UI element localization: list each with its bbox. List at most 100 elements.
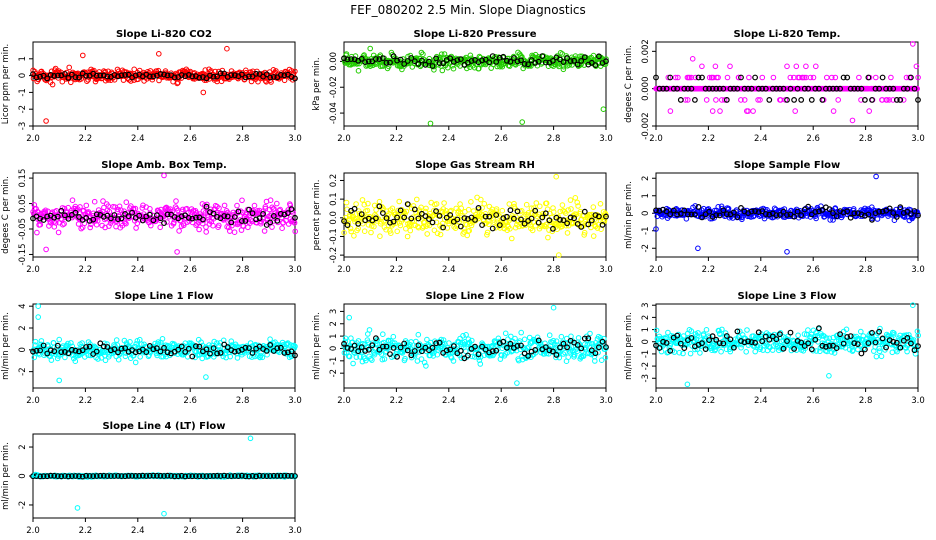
- data-point: [434, 230, 441, 237]
- data-point: [424, 231, 431, 237]
- data-point-black: [677, 96, 684, 103]
- data-point: [715, 74, 721, 81]
- y-tick-label: -1: [329, 357, 339, 365]
- data-point-black: [514, 58, 521, 65]
- data-point-black: [270, 212, 277, 219]
- data-point: [355, 68, 362, 74]
- data-point-black: [429, 63, 436, 69]
- data-point: [292, 68, 298, 75]
- y-axis-label: percent per min.: [312, 180, 322, 251]
- plot-frame: [655, 41, 919, 127]
- y-tick-label: 1: [329, 333, 339, 338]
- x-tick-label: 2.2: [390, 134, 404, 144]
- data-point: [699, 63, 705, 70]
- data-point: [484, 60, 490, 66]
- data-point: [279, 225, 285, 231]
- data-point-black: [111, 212, 118, 218]
- data-point: [88, 221, 94, 228]
- data-point-black: [702, 85, 709, 92]
- y-tick-label: 0.00: [329, 52, 339, 71]
- data-point: [602, 61, 609, 67]
- data-point-black: [348, 56, 355, 62]
- data-point-black: [221, 213, 228, 219]
- data-point-black: [44, 75, 51, 82]
- data-point: [372, 212, 378, 218]
- x-tick-label: 2.0: [649, 265, 663, 275]
- data-point-black: [745, 85, 751, 92]
- data-point: [373, 207, 379, 213]
- data-point-black: [62, 71, 68, 77]
- data-point: [204, 201, 210, 208]
- data-point-black: [115, 73, 121, 80]
- data-point-black: [178, 72, 185, 78]
- data-point: [738, 97, 744, 103]
- data-point: [239, 197, 245, 204]
- data-point-black: [157, 215, 164, 222]
- data-point-black: [528, 57, 535, 64]
- data-point: [478, 196, 484, 203]
- data-point: [234, 355, 241, 361]
- panel-title: Slope Amb. Box Temp.: [101, 160, 227, 171]
- data-point: [82, 70, 89, 76]
- data-point-black: [150, 73, 157, 80]
- data-point-black: [741, 85, 748, 92]
- data-point: [224, 209, 231, 216]
- data-point-black: [844, 74, 851, 81]
- data-point: [712, 63, 719, 70]
- data-point: [194, 221, 200, 227]
- x-tick-label: 2.8: [859, 134, 873, 144]
- y-axis-label: Licor ppm per min.: [1, 44, 11, 125]
- data-point: [499, 63, 506, 70]
- data-point: [66, 64, 72, 71]
- data-point-black: [816, 85, 822, 92]
- outlier-point: [695, 245, 701, 252]
- data-point-black: [256, 215, 263, 222]
- data-point-black: [136, 212, 143, 219]
- data-point: [248, 217, 254, 223]
- data-point-black: [185, 214, 192, 221]
- data-point: [395, 207, 402, 214]
- data-point-black: [596, 53, 602, 60]
- data-point: [460, 333, 466, 339]
- data-point: [653, 327, 660, 334]
- data-point-black: [214, 213, 221, 220]
- data-point-black: [578, 58, 585, 64]
- data-point: [173, 198, 179, 204]
- data-point: [873, 74, 879, 81]
- data-point-black: [58, 207, 65, 214]
- data-point-black: [408, 55, 415, 61]
- x-tick-label: 2.0: [337, 396, 351, 406]
- data-point-black: [100, 72, 107, 79]
- data-point: [189, 219, 196, 226]
- data-point: [37, 221, 44, 228]
- data-point-black: [238, 218, 245, 224]
- data-point: [350, 360, 356, 367]
- data-point: [476, 65, 482, 72]
- x-tick-label: 2.2: [390, 265, 404, 275]
- y-tick-label: 3: [329, 309, 339, 314]
- x-tick-label: 2.4: [754, 134, 768, 144]
- data-point-black: [489, 53, 496, 59]
- data-point: [567, 197, 574, 203]
- data-point-black: [54, 213, 61, 220]
- data-point: [697, 350, 703, 356]
- x-tick-label: 2.6: [806, 134, 820, 144]
- x-tick-label: 2.2: [702, 134, 716, 144]
- data-point: [267, 197, 274, 203]
- data-point-black: [500, 53, 507, 60]
- data-point: [463, 332, 469, 338]
- data-point: [184, 354, 191, 360]
- x-tick-label: 3.0: [288, 134, 302, 144]
- data-point-black: [125, 71, 132, 78]
- data-point: [884, 97, 890, 103]
- data-point: [262, 204, 269, 210]
- data-point: [587, 330, 593, 337]
- data-point-black: [670, 85, 677, 92]
- data-point: [688, 74, 695, 81]
- x-tick-label: 3.0: [599, 134, 613, 144]
- y-tick-label: -1: [641, 227, 651, 235]
- data-point: [365, 200, 371, 207]
- data-point: [717, 108, 723, 114]
